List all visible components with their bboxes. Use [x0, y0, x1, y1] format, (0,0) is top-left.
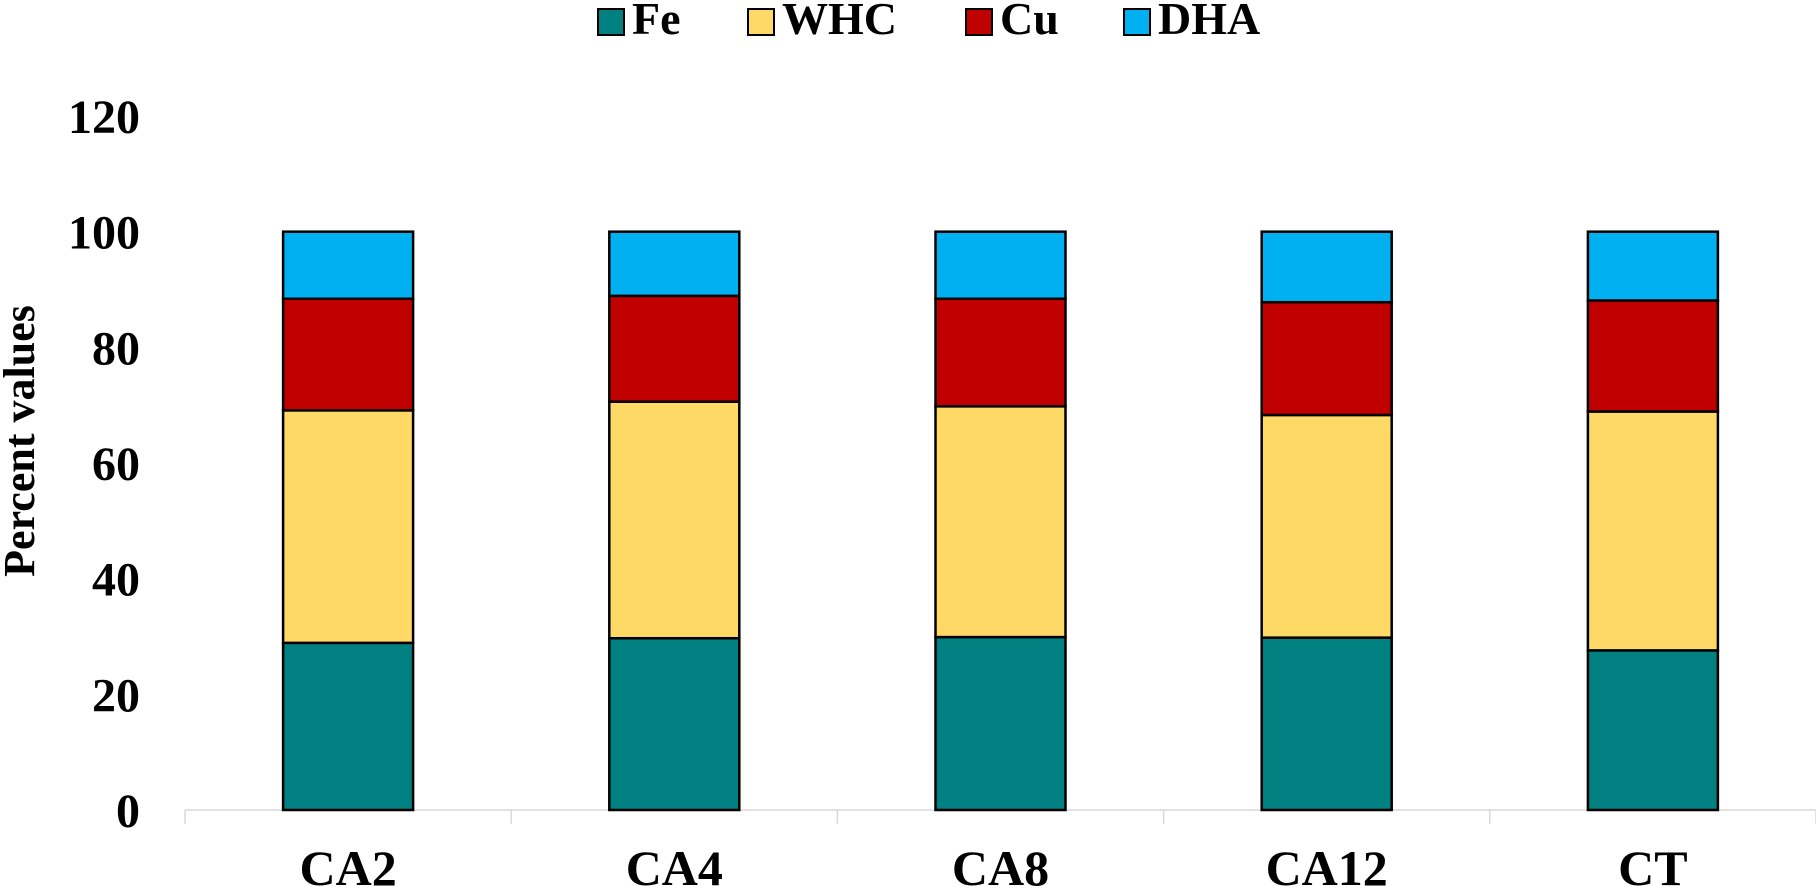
y-tick-label: 80 [92, 322, 140, 375]
bar-segment-fe-ca8 [934, 635, 1067, 812]
legend-swatch-cu [965, 8, 993, 36]
y-tick-label: 0 [116, 785, 140, 838]
bar-segment-cu-ca4 [608, 294, 741, 403]
bar-segment-cu-ca8 [934, 297, 1067, 408]
bar-segment-fe-ca4 [608, 636, 741, 812]
bar-segment-dha-ca12 [1260, 230, 1393, 304]
y-tick-label: 60 [92, 438, 140, 491]
legend-swatch-fe [597, 8, 625, 36]
bar-segment-dha-ca4 [608, 230, 741, 298]
bar-segment-whc-ct [1586, 410, 1720, 652]
legend-label-fe: Fe [632, 0, 681, 44]
legend-swatch-dha [1123, 8, 1151, 36]
x-tick-label: CA12 [1266, 840, 1388, 886]
legend: Fe WHC Cu DHA [597, 0, 1260, 44]
y-tick-label: 40 [92, 554, 140, 607]
bar-segment-cu-ca2 [281, 297, 415, 412]
bar-segment-whc-ca2 [281, 409, 415, 645]
legend-swatch-whc [747, 8, 775, 36]
x-tick-label: CA8 [952, 840, 1049, 886]
bar-segment-cu-ca12 [1260, 300, 1393, 417]
y-tick-label: 20 [92, 669, 140, 722]
bar-segment-dha-ct [1586, 230, 1720, 302]
legend-label-whc: WHC [782, 0, 897, 44]
x-tick-label: CA2 [299, 840, 396, 886]
axes-group [184, 809, 1816, 824]
bar-segment-whc-ca12 [1260, 413, 1393, 639]
bar-segment-fe-ca2 [281, 641, 415, 812]
x-tick-label: CT [1618, 840, 1687, 886]
x-tick-label: CA4 [626, 840, 723, 886]
bar-segment-fe-ca12 [1260, 636, 1393, 812]
y-tick-label: 100 [68, 207, 140, 260]
y-tick-label: 120 [68, 91, 140, 144]
bar-segment-whc-ca8 [934, 405, 1067, 639]
bars-group [281, 230, 1720, 812]
tick-labels-group: 0 20 40 60 80 100 120 CA2 CA4 CA8 CA12 CT [68, 91, 1688, 886]
y-axis-title: Percent values [0, 305, 44, 577]
bar-segment-fe-ct [1586, 649, 1720, 812]
bar-segment-whc-ca4 [608, 400, 741, 640]
bar-segment-cu-ct [1586, 299, 1720, 413]
bar-segment-dha-ca2 [281, 230, 415, 301]
legend-label-cu: Cu [1000, 0, 1059, 44]
bar-segment-dha-ca8 [934, 230, 1067, 301]
legend-label-dha: DHA [1158, 0, 1260, 44]
